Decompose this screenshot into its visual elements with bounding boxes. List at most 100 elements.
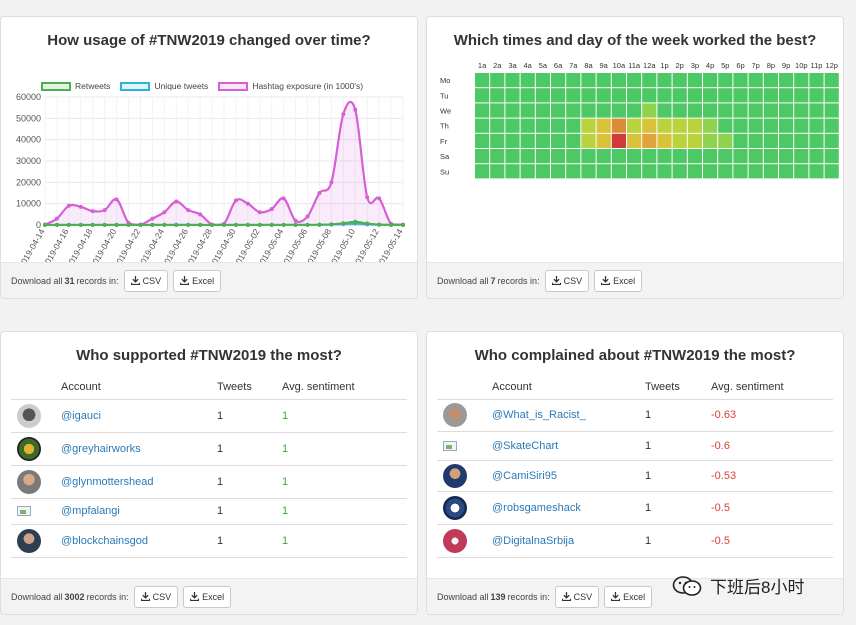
heatmap-cell[interactable] <box>794 118 809 133</box>
heatmap-cell[interactable] <box>475 103 490 118</box>
heatmap-cell[interactable] <box>657 133 672 148</box>
heatmap-cell[interactable] <box>672 103 687 118</box>
account-link[interactable]: @glynmottershead <box>61 475 154 488</box>
heatmap-cell[interactable] <box>490 149 505 164</box>
account-link[interactable]: @SkateChart <box>492 439 559 452</box>
csv-button[interactable]: CSV <box>123 269 169 292</box>
excel-button[interactable]: Excel <box>594 269 643 292</box>
heatmap-cell[interactable] <box>490 118 505 133</box>
heatmap-cell[interactable] <box>535 164 550 179</box>
account-link[interactable]: @DigitalnaSrbija <box>492 534 575 547</box>
heatmap-cell[interactable] <box>809 118 824 133</box>
heatmap-cell[interactable] <box>748 73 763 88</box>
heatmap-cell[interactable] <box>672 164 687 179</box>
heatmap-cell[interactable] <box>611 73 626 88</box>
heatmap-cell[interactable] <box>779 88 794 103</box>
heatmap-cell[interactable] <box>566 103 581 118</box>
avatar[interactable] <box>17 436 41 461</box>
heatmap-cell[interactable] <box>505 118 520 133</box>
heatmap-cell[interactable] <box>611 88 626 103</box>
heatmap-cell[interactable] <box>566 164 581 179</box>
heatmap-cell[interactable] <box>642 149 657 164</box>
heatmap-cell[interactable] <box>581 164 596 179</box>
broken-image-icon[interactable] <box>443 440 457 451</box>
column-header-tweets[interactable]: Tweets <box>217 375 282 400</box>
heatmap-cell[interactable] <box>672 73 687 88</box>
heatmap-cell[interactable] <box>596 149 611 164</box>
heatmap-cell[interactable] <box>703 103 718 118</box>
heatmap-cell[interactable] <box>611 164 626 179</box>
heatmap-cell[interactable] <box>657 73 672 88</box>
csv-button[interactable]: CSV <box>554 585 600 608</box>
account-link[interactable]: @blockchainsgod <box>61 534 148 547</box>
heatmap-cell[interactable] <box>703 88 718 103</box>
heatmap-cell[interactable] <box>748 103 763 118</box>
heatmap-cell[interactable] <box>596 133 611 148</box>
heatmap-cell[interactable] <box>824 88 839 103</box>
heatmap-cell[interactable] <box>733 133 748 148</box>
heatmap-cell[interactable] <box>672 118 687 133</box>
avatar[interactable] <box>443 463 467 488</box>
heatmap-cell[interactable] <box>642 133 657 148</box>
heatmap-cell[interactable] <box>505 133 520 148</box>
heatmap-cell[interactable] <box>794 88 809 103</box>
heatmap-cell[interactable] <box>490 73 505 88</box>
heatmap-cell[interactable] <box>520 149 535 164</box>
heatmap-cell[interactable] <box>779 149 794 164</box>
heatmap-cell[interactable] <box>475 149 490 164</box>
account-link[interactable]: @CamiSiri95 <box>492 469 557 482</box>
heatmap-cell[interactable] <box>794 133 809 148</box>
heatmap-cell[interactable] <box>520 133 535 148</box>
heatmap-cell[interactable] <box>581 133 596 148</box>
heatmap-cell[interactable] <box>505 164 520 179</box>
column-header-account[interactable]: Account <box>61 375 217 400</box>
heatmap-cell[interactable] <box>551 164 566 179</box>
heatmap-cell[interactable] <box>824 103 839 118</box>
heatmap-cell[interactable] <box>581 88 596 103</box>
heatmap-cell[interactable] <box>475 118 490 133</box>
heatmap-cell[interactable] <box>733 88 748 103</box>
column-header-sentiment[interactable]: Avg. sentiment <box>711 375 833 400</box>
heatmap-cell[interactable] <box>535 88 550 103</box>
heatmap-cell[interactable] <box>718 149 733 164</box>
heatmap-cell[interactable] <box>794 164 809 179</box>
heatmap-cell[interactable] <box>535 103 550 118</box>
heatmap-cell[interactable] <box>627 103 642 118</box>
heatmap-cell[interactable] <box>657 149 672 164</box>
heatmap-cell[interactable] <box>779 164 794 179</box>
heatmap-cell[interactable] <box>596 73 611 88</box>
heatmap-cell[interactable] <box>642 73 657 88</box>
heatmap-cell[interactable] <box>763 164 778 179</box>
heatmap-cell[interactable] <box>566 133 581 148</box>
heatmap-cell[interactable] <box>703 133 718 148</box>
heatmap-cell[interactable] <box>763 88 778 103</box>
legend-item-hashtag-exposure[interactable]: Hashtag exposure (in 1000's) <box>218 81 363 91</box>
heatmap-cell[interactable] <box>718 133 733 148</box>
heatmap-cell[interactable] <box>596 118 611 133</box>
excel-button[interactable]: Excel <box>183 585 232 608</box>
heatmap-cell[interactable] <box>824 118 839 133</box>
heatmap-cell[interactable] <box>627 88 642 103</box>
heatmap-cell[interactable] <box>794 73 809 88</box>
heatmap-cell[interactable] <box>718 73 733 88</box>
column-header-account[interactable]: Account <box>492 375 645 400</box>
heatmap-cell[interactable] <box>809 73 824 88</box>
heatmap-cell[interactable] <box>535 149 550 164</box>
heatmap-cell[interactable] <box>566 88 581 103</box>
legend-item-unique-tweets[interactable]: Unique tweets <box>120 81 208 91</box>
heatmap-cell[interactable] <box>809 164 824 179</box>
heatmap-cell[interactable] <box>763 133 778 148</box>
heatmap-cell[interactable] <box>535 73 550 88</box>
avatar[interactable] <box>443 495 467 520</box>
heatmap-cell[interactable] <box>824 73 839 88</box>
heatmap-cell[interactable] <box>611 149 626 164</box>
heatmap-cell[interactable] <box>824 133 839 148</box>
heatmap-cell[interactable] <box>490 88 505 103</box>
column-header-sentiment[interactable]: Avg. sentiment <box>282 375 407 400</box>
heatmap-cell[interactable] <box>748 149 763 164</box>
heatmap-cell[interactable] <box>627 164 642 179</box>
heatmap-cell[interactable] <box>687 164 702 179</box>
heatmap-cell[interactable] <box>505 73 520 88</box>
heatmap-cell[interactable] <box>611 133 626 148</box>
heatmap-cell[interactable] <box>657 118 672 133</box>
